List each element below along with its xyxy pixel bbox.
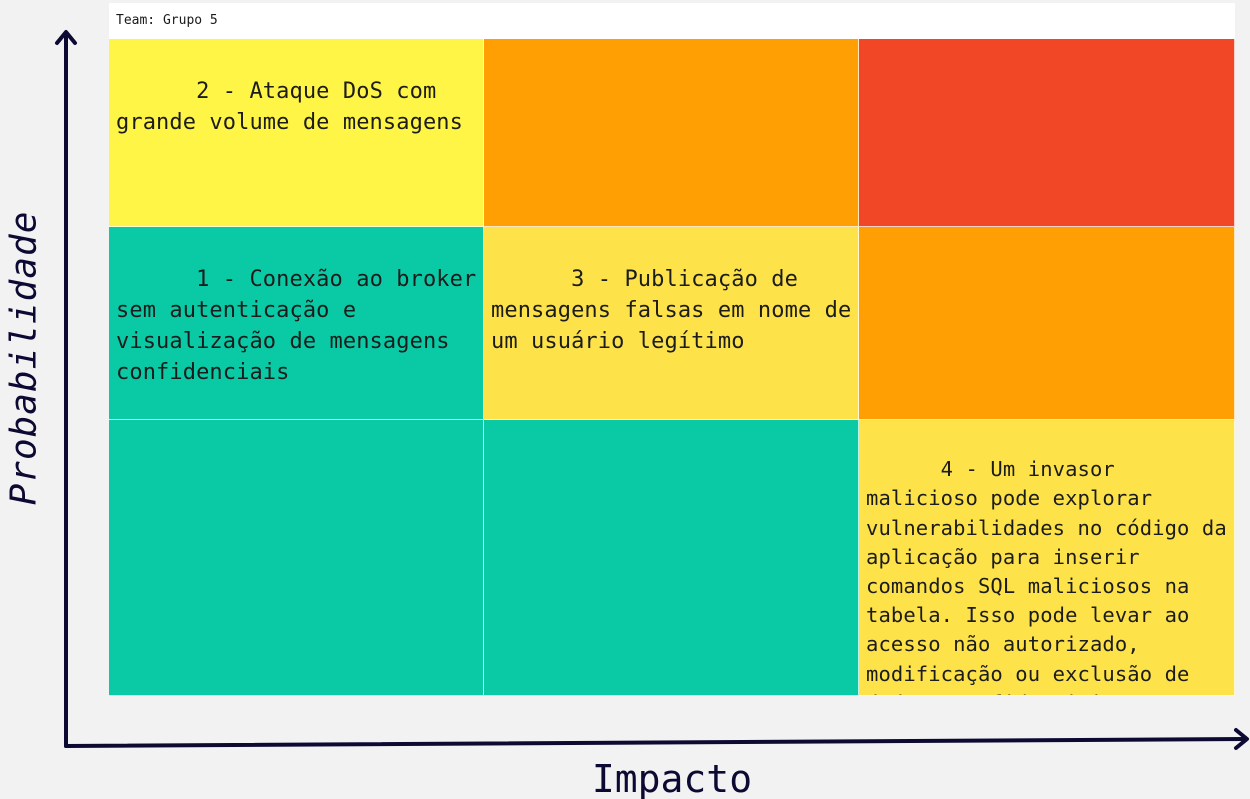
team-text: Team: Grupo 5	[116, 13, 218, 28]
team-label: Team: Grupo 5	[109, 3, 1235, 39]
cell-low-prob-high-impact[interactable]: 4 - Um invasor malicioso pode explorar v…	[859, 420, 1235, 696]
risk-note-2: 2 - Ataque DoS com grande volume de mens…	[116, 79, 463, 135]
risk-note-3: 3 - Publicação de mensagens falsas em no…	[491, 267, 852, 354]
x-axis-arrow-icon	[1234, 728, 1249, 750]
risk-note-4: 4 - Um invasor malicioso pode explorar v…	[866, 457, 1227, 695]
cell-mid-prob-mid-impact[interactable]: 3 - Publicação de mensagens falsas em no…	[484, 227, 859, 420]
cell-low-prob-low-impact[interactable]	[109, 420, 484, 696]
risk-matrix-grid: 2 - Ataque DoS com grande volume de mens…	[109, 39, 1235, 696]
y-axis-label: Probabilidade	[3, 210, 45, 506]
cell-mid-prob-high-impact[interactable]	[859, 227, 1235, 420]
cell-low-prob-mid-impact[interactable]	[484, 420, 859, 696]
cell-high-prob-low-impact[interactable]: 2 - Ataque DoS com grande volume de mens…	[109, 39, 484, 227]
risk-note-1: 1 - Conexão ao broker sem autenticação e…	[116, 267, 477, 385]
x-axis-label: Impacto	[591, 757, 753, 799]
x-axis-line	[64, 737, 1247, 748]
cell-high-prob-mid-impact[interactable]	[484, 39, 859, 227]
cell-mid-prob-low-impact[interactable]: 1 - Conexão ao broker sem autenticação e…	[109, 227, 484, 420]
cell-high-prob-high-impact[interactable]	[859, 39, 1235, 227]
y-axis-arrow-icon	[55, 30, 77, 45]
